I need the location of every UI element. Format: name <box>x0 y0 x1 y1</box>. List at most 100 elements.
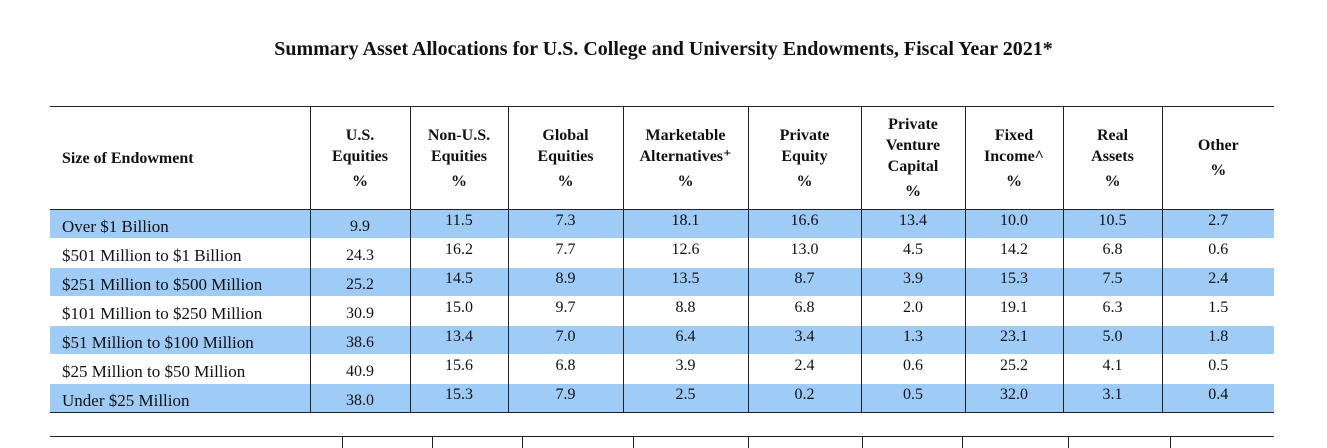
endowment-size-cell: $25 Million to $50 Million <box>50 354 310 384</box>
allocation-cell: 15.3 <box>964 267 1063 297</box>
table-row: Under $25 Million 38.0 15.3 7.9 2.5 0.2 0.5 32.… <box>50 383 1274 413</box>
column-header: Private Equity% <box>747 106 861 210</box>
header-label-line: Alternatives⁺ <box>639 147 732 165</box>
endowment-size-cell: $101 Million to $250 Million <box>50 296 310 326</box>
allocation-cell: 6.8 <box>1062 238 1162 268</box>
cell-value: 2.0 <box>903 299 923 316</box>
allocation-cell: 0.6 <box>860 354 965 384</box>
allocation-cell: 24.3 <box>309 238 410 268</box>
cell-value: 8.9 <box>555 270 576 287</box>
cell-value: 0.5 <box>1208 357 1229 374</box>
allocation-cell: 32.0 <box>964 383 1063 413</box>
column-header: U.S. Equities% <box>309 106 410 210</box>
allocation-cell: 6.4 <box>622 325 748 355</box>
allocation-cell: 8.9 <box>507 267 623 297</box>
header-label-line: Other <box>1197 137 1239 154</box>
cell-value: 8.7 <box>794 270 815 287</box>
cell-value: 24.3 <box>346 247 374 264</box>
allocation-cell: 3.1 <box>1062 383 1162 413</box>
column-header: Global Equities% <box>507 106 623 210</box>
cell-value: 6.8 <box>794 299 815 316</box>
cell-value: 14.2 <box>1000 241 1028 258</box>
header-label-line: Capital <box>887 158 939 175</box>
row-label: Under $25 Million <box>62 391 190 410</box>
allocation-cell: 7.3 <box>507 209 623 239</box>
table-row: $501 Million to $1 Billion 24.3 16.2 7.7 12.… <box>50 238 1274 268</box>
allocation-cell: 1.8 <box>1161 325 1274 355</box>
header-label-line: Non-U.S. <box>427 126 491 144</box>
allocation-cell: 0.5 <box>1161 354 1274 384</box>
cell-value: 10.0 <box>1000 212 1028 229</box>
allocation-cell: 25.2 <box>309 267 410 297</box>
cell-value: 25.2 <box>346 276 374 293</box>
cell-value: 13.0 <box>790 241 819 258</box>
allocation-cell: 6.3 <box>1062 296 1162 326</box>
asset-allocation-table: Size of Endowment U.S. Equities% Non-U.S. Eq… <box>50 106 1274 413</box>
header-label-line: Global <box>542 126 589 144</box>
allocation-cell: 6.8 <box>747 296 861 326</box>
allocation-cell: 3.9 <box>622 354 748 384</box>
header-label-line: Venture <box>885 137 941 154</box>
header-percent-unit: % <box>1210 162 1227 179</box>
allocation-cell: 10.5 <box>1062 209 1162 239</box>
table-row: Over $1 Billion 9.9 11.5 7.3 18.1 16.6 13.4 10.… <box>50 209 1274 239</box>
cell-value: 5.0 <box>1102 328 1123 345</box>
cell-value: 2.5 <box>675 386 696 403</box>
cell-value: 38.6 <box>346 334 374 351</box>
header-label-line: Equities <box>430 147 487 165</box>
endowment-size-cell: $501 Million to $1 Billion <box>50 238 310 268</box>
column-header: Non-U.S. Equities% <box>409 106 508 210</box>
cell-value: 15.3 <box>1000 270 1028 287</box>
cell-value: 3.1 <box>1102 386 1123 403</box>
cell-value: 3.9 <box>675 357 696 374</box>
allocation-cell: 13.4 <box>860 209 965 239</box>
header-percent-unit: % <box>557 172 574 190</box>
cell-value: 7.5 <box>1102 270 1123 287</box>
header-label-line: Equities <box>331 147 388 165</box>
endowment-size-cell: Under $25 Million <box>50 383 310 413</box>
cell-value: 1.8 <box>1208 328 1229 345</box>
allocation-cell: 38.6 <box>309 325 410 355</box>
allocation-cell: 4.5 <box>860 238 965 268</box>
cell-value: 9.7 <box>555 299 576 316</box>
cell-value: 3.9 <box>903 270 923 287</box>
header-label-line: Size of Endowment <box>62 149 194 167</box>
header-size-of-endowment: Size of Endowment <box>50 106 310 210</box>
header-percent-unit: % <box>677 172 694 190</box>
cell-value: 13.4 <box>899 212 927 229</box>
cell-value: 7.0 <box>555 328 576 345</box>
cell-value: 6.4 <box>675 328 696 345</box>
cell-value: 32.0 <box>1000 386 1028 403</box>
header-percent-unit: % <box>796 172 813 190</box>
cell-value: 13.5 <box>671 270 700 287</box>
row-label: Over $1 Billion <box>62 217 169 236</box>
allocation-cell: 5.0 <box>1062 325 1162 355</box>
endowment-size-cell: $51 Million to $100 Million <box>50 325 310 355</box>
cell-value: 2.4 <box>794 357 815 374</box>
cell-value: 2.7 <box>1208 212 1229 229</box>
cell-value: 16.6 <box>790 212 819 229</box>
allocation-cell: 16.2 <box>409 238 508 268</box>
column-header: Private Venture Capital% <box>860 106 965 210</box>
table-row: $25 Million to $50 Million 40.9 15.6 6.8 3.9… <box>50 354 1274 384</box>
cell-value: 1.3 <box>903 328 923 345</box>
allocation-cell: 0.5 <box>860 383 965 413</box>
cell-value: 6.8 <box>555 357 576 374</box>
cell-value: 0.6 <box>903 357 923 374</box>
allocation-cell: 2.5 <box>622 383 748 413</box>
header-label-line: Equities <box>537 147 594 165</box>
cell-value: 0.5 <box>903 386 923 403</box>
row-label: $251 Million to $500 Million <box>62 275 263 294</box>
cell-value: 2.4 <box>1208 270 1229 287</box>
table-row: $251 Million to $500 Million 25.2 14.5 8.9 1… <box>50 267 1274 297</box>
allocation-cell: 7.7 <box>507 238 623 268</box>
cell-value: 11.5 <box>445 212 473 229</box>
allocation-cell: 8.8 <box>622 296 748 326</box>
cell-value: 3.4 <box>794 328 815 345</box>
allocation-cell: 13.0 <box>747 238 861 268</box>
allocation-cell: 6.8 <box>507 354 623 384</box>
cell-value: 6.3 <box>1102 299 1123 316</box>
cell-value: 25.2 <box>1000 357 1028 374</box>
allocation-cell: 16.6 <box>747 209 861 239</box>
allocation-cell: 19.1 <box>964 296 1063 326</box>
